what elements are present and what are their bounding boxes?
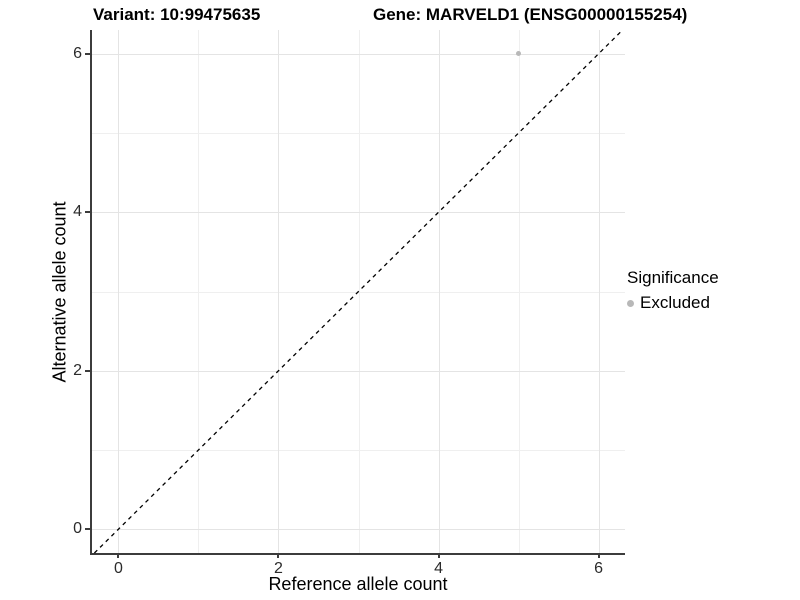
y-tick-mark xyxy=(85,52,90,55)
legend-item-label: Excluded xyxy=(640,293,710,312)
gene-title: Gene: MARVELD1 (ENSG00000155254) xyxy=(373,5,688,24)
x-tick-label: 6 xyxy=(594,560,604,577)
legend: Significance Excluded xyxy=(627,268,719,313)
legend-item-excluded: Excluded xyxy=(627,293,719,313)
x-tick-mark xyxy=(277,553,280,558)
y-tick-label: 0 xyxy=(73,520,82,538)
gridline-y-minor xyxy=(92,449,625,451)
identity-reference-line xyxy=(93,29,624,554)
x-tick-label: 4 xyxy=(434,560,443,577)
x-tick-label: 0 xyxy=(113,560,123,577)
y-tick-mark xyxy=(85,211,90,214)
gridline-x-major xyxy=(438,30,440,553)
y-tick-mark xyxy=(85,369,90,372)
y-tick-label: 4 xyxy=(73,203,82,221)
y-tick-mark xyxy=(85,528,90,531)
plot-panel: 0 2 4 6 0 2 4 6 xyxy=(73,29,625,577)
gridline-y-major xyxy=(92,529,625,531)
legend-key-dot xyxy=(627,299,634,307)
y-axis-title: Alternative allele count xyxy=(49,201,70,383)
y-tick-label: 2 xyxy=(73,361,82,379)
x-tick-label: 2 xyxy=(274,560,283,577)
gridline-x-major xyxy=(278,30,280,553)
gridline-y-major xyxy=(92,53,625,55)
gridline-x-major xyxy=(118,30,120,553)
gridline-y-major xyxy=(92,370,625,372)
x-tick-mark xyxy=(597,553,600,558)
legend-title: Significance xyxy=(627,268,719,287)
x-axis-title: Reference allele count xyxy=(268,574,448,594)
variant-title: Variant: 10:99475635 xyxy=(93,5,261,24)
gridline-y-major xyxy=(92,212,625,214)
x-tick-mark xyxy=(117,553,120,558)
x-tick-mark xyxy=(437,553,440,558)
y-tick-label: 6 xyxy=(73,44,82,62)
gridline-y-minor xyxy=(92,133,625,134)
gridline-x-major xyxy=(598,30,600,553)
data-point xyxy=(516,51,522,57)
